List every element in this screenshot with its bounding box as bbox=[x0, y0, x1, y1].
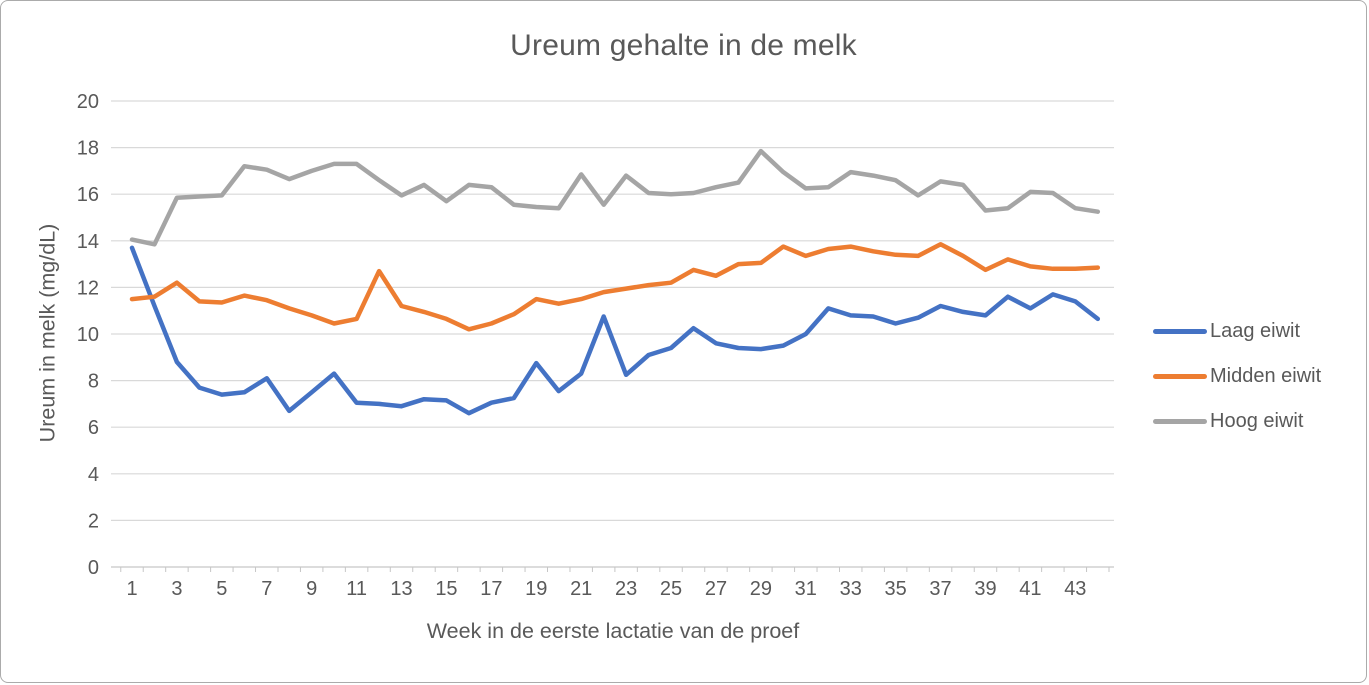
x-tick-label: 25 bbox=[660, 578, 682, 600]
legend-line-swatch-hoog bbox=[1153, 418, 1207, 424]
x-tick-label: 19 bbox=[525, 578, 547, 600]
y-tick-label: 4 bbox=[88, 464, 99, 486]
x-tick-label: 43 bbox=[1064, 578, 1086, 600]
x-tick-label: 9 bbox=[306, 578, 317, 600]
y-tick-label: 10 bbox=[77, 324, 99, 346]
x-tick-label: 7 bbox=[261, 578, 272, 600]
legend-line-swatch-midden bbox=[1153, 373, 1207, 379]
x-tick-label: 5 bbox=[216, 578, 227, 600]
y-tick-label: 20 bbox=[77, 91, 99, 113]
x-axis-title-text: Week in de eerste lactatie van de proef bbox=[426, 619, 800, 643]
x-tick-label: 31 bbox=[795, 578, 817, 600]
series-line-laag-eiwit bbox=[129, 245, 1101, 416]
x-tick-label: 3 bbox=[171, 578, 182, 600]
x-tick-label: 15 bbox=[435, 578, 457, 600]
series-line-hoog-eiwit bbox=[129, 148, 1101, 247]
legend-item-midden-eiwit: Midden eiwit bbox=[1153, 364, 1321, 388]
y-tick-label: 6 bbox=[88, 417, 99, 439]
y-tick-label: 12 bbox=[77, 277, 99, 299]
y-tick-label: 2 bbox=[88, 510, 99, 532]
x-tick-label: 11 bbox=[346, 578, 367, 600]
x-tick-label: 39 bbox=[974, 578, 996, 600]
x-tick-label: 23 bbox=[615, 578, 637, 600]
legend-item-hoog-eiwit: Hoog eiwit bbox=[1153, 409, 1321, 433]
x-tick-label: 27 bbox=[705, 578, 727, 600]
legend: Laag eiwit Midden eiwit Hoog eiwit bbox=[1153, 319, 1321, 433]
legend-line-swatch-laag bbox=[1153, 328, 1207, 334]
chart-title: Ureum gehalte in de melk bbox=[510, 29, 857, 62]
x-tick-label: 13 bbox=[390, 578, 412, 600]
y-tick-label: 0 bbox=[88, 557, 99, 579]
x-tick-label: 37 bbox=[929, 578, 951, 600]
series-line-midden-eiwit bbox=[129, 242, 1101, 332]
x-tick-label: 1 bbox=[126, 578, 137, 600]
y-tick-label: 14 bbox=[77, 231, 99, 253]
x-tick-label: 33 bbox=[840, 578, 862, 600]
x-tick-label: 41 bbox=[1019, 578, 1041, 600]
x-tick-label: 17 bbox=[480, 578, 502, 600]
y-tick-label: 18 bbox=[77, 138, 99, 160]
y-tick-label: 8 bbox=[88, 371, 99, 393]
x-tick-label: 35 bbox=[885, 578, 907, 600]
legend-item-laag-eiwit: Laag eiwit bbox=[1153, 319, 1321, 343]
y-axis-title-text: Ureum in melk (mg/dL) bbox=[35, 223, 60, 443]
legend-label: Laag eiwit bbox=[1210, 319, 1301, 342]
y-tick-label: 16 bbox=[77, 184, 99, 206]
legend-label: Midden eiwit bbox=[1210, 364, 1322, 387]
legend-label: Hoog eiwit bbox=[1210, 409, 1304, 432]
x-tick-label: 21 bbox=[570, 578, 592, 600]
x-tick-label: 29 bbox=[750, 578, 772, 600]
